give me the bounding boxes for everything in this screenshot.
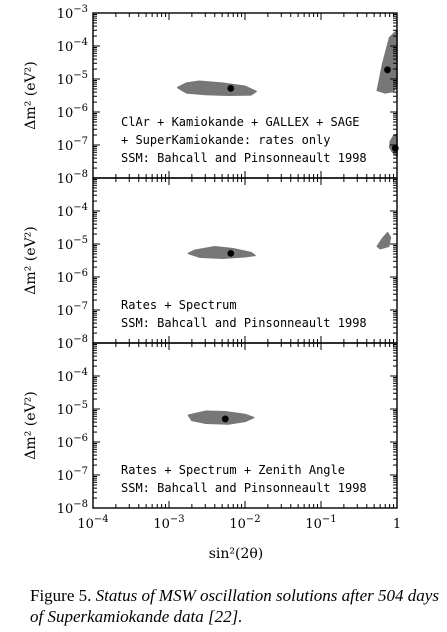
msw-figure: 10−3 10−4 10−5 10−6 10−7 10−8 Δm² (eV²) ClAr + …: [23, 4, 401, 562]
y-axis-title: Δm² (eV²): [23, 391, 39, 459]
region-lma: [376, 29, 398, 94]
y-axis-title: Δm² (eV²): [23, 61, 39, 129]
y-tick-label: 10−8: [57, 499, 88, 517]
region-sma: [176, 80, 257, 97]
y-tick-label: 10−8: [57, 334, 88, 352]
x-tick-label: 10−3: [153, 514, 184, 532]
panel-annotation-line: + SuperKamiokande: rates only: [121, 133, 331, 147]
best-fit-point: [227, 84, 235, 92]
figure-caption: Figure 5. Status of MSW oscillation solu…: [30, 585, 442, 627]
y-tick-label: 10−3: [57, 4, 88, 22]
y-tick-label: 10−7: [57, 301, 88, 319]
y-tick-label: 10−4: [57, 37, 88, 55]
y-tick-label: 10−7: [57, 136, 88, 154]
y-tick-label: 10−5: [57, 235, 88, 253]
panel-2: 10−4 10−5 10−6 10−7 10−8 Δm² (eV²) Rates + Spe…: [23, 177, 398, 352]
region-lma: [376, 231, 392, 250]
x-tick-label: 10−2: [229, 514, 260, 532]
best-fit-point: [384, 66, 391, 74]
region-sma: [187, 410, 255, 425]
region-sma: [187, 246, 256, 259]
x-axis-title: sin²(2θ): [209, 546, 264, 562]
x-tick-label: 10−4: [77, 514, 108, 532]
y-tick-label: 10−6: [57, 103, 88, 121]
panel-annotation-line: Rates + Spectrum + Zenith Angle: [121, 463, 345, 477]
y-tick-label: 10−6: [57, 268, 88, 286]
y-tick-label: 10−5: [57, 400, 88, 418]
best-fit-point: [221, 415, 229, 423]
x-tick-label: 10−1: [305, 514, 336, 532]
y-tick-label: 10−6: [57, 433, 88, 451]
y-tick-label: 10−7: [57, 466, 88, 484]
y-tick-label: 10−5: [57, 70, 88, 88]
y-tick-label: 10−4: [57, 367, 88, 385]
y-tick-label: 10−4: [57, 202, 88, 220]
caption-body: Status of MSW oscillation solutions afte…: [30, 586, 439, 626]
panel-annotation-line: SSM: Bahcall and Pinsonneault 1998: [121, 481, 367, 495]
panel-3: 10−4 10−5 10−6 10−7 10−8 Δm² (eV²) Rates + Spe…: [23, 342, 398, 517]
y-tick-label: 10−8: [57, 169, 88, 187]
x-tick-labels: 10−4 10−3 10−2 10−1 1: [77, 514, 401, 532]
y-axis-title: Δm² (eV²): [23, 226, 39, 294]
best-fit-point: [227, 249, 235, 257]
panels-layer: 10−3 10−4 10−5 10−6 10−7 10−8 Δm² (eV²) ClAr + …: [23, 4, 399, 517]
panel-1: 10−3 10−4 10−5 10−6 10−7 10−8 Δm² (eV²) ClAr + …: [23, 4, 399, 187]
caption-lead: Figure 5.: [30, 586, 92, 605]
panel-annotation-line: ClAr + Kamiokande + GALLEX + SAGE: [121, 115, 359, 129]
panel-annotation-line: SSM: Bahcall and Pinsonneault 1998: [121, 151, 367, 165]
panel-annotation-line: SSM: Bahcall and Pinsonneault 1998: [121, 316, 367, 330]
panel-annotation-line: Rates + Spectrum: [121, 298, 237, 312]
x-tick-label: 1: [393, 517, 401, 532]
